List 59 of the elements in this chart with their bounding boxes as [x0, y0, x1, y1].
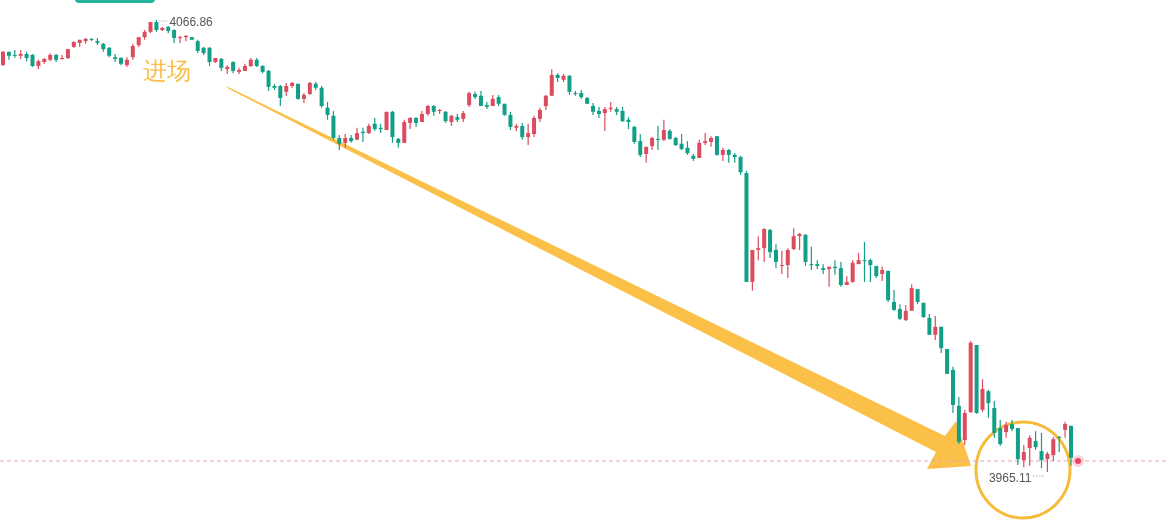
candlestick: [998, 419, 1003, 447]
candlestick: [567, 74, 572, 96]
candlestick: [508, 111, 513, 131]
annotation: 4066.86: [169, 15, 214, 29]
candlestick: [1051, 436, 1056, 462]
candlestick: [207, 46, 212, 67]
candlestick: [349, 134, 354, 144]
candlestick: [1009, 419, 1014, 432]
candlestick: [980, 378, 985, 413]
candlestick: [933, 315, 938, 341]
candlestick: [986, 389, 991, 419]
candlestick: [714, 135, 719, 157]
candlestick: [661, 119, 666, 142]
candlestick: [891, 289, 896, 312]
candlestick: [773, 243, 778, 269]
candlestick: [697, 139, 702, 159]
candlestick: [1027, 434, 1032, 467]
candlestick: [60, 54, 65, 61]
candlestick: [862, 241, 867, 283]
candlestick: [709, 135, 714, 148]
annotation: 进场: [143, 57, 191, 84]
candlestick: [779, 250, 784, 275]
candlestick: [738, 155, 743, 176]
candlestick: [1039, 432, 1044, 469]
candlestick: [549, 68, 554, 97]
candlestick: [526, 123, 531, 146]
candlestick: [178, 35, 183, 44]
candlestick: [1063, 421, 1068, 439]
candlestick: [301, 92, 306, 104]
candlestick: [1021, 444, 1026, 468]
candlestick: [809, 246, 814, 271]
candlestick: [113, 53, 118, 63]
candlestick: [319, 85, 324, 109]
candlestick: [331, 110, 336, 141]
candlestick: [868, 258, 873, 283]
annotation: 3965.11: [988, 471, 1032, 485]
candlestick: [596, 106, 601, 119]
candlestick: [278, 84, 283, 107]
candlestick: [532, 115, 537, 138]
candlestick: [408, 116, 413, 130]
candlestick: [785, 247, 790, 279]
candlestick: [655, 125, 660, 151]
candlestick: [762, 227, 767, 263]
candlestick: [1033, 430, 1038, 451]
candlestick: [638, 133, 643, 158]
candlestick: [927, 313, 932, 336]
candlestick: [1045, 451, 1050, 473]
candlestick: [909, 283, 914, 312]
candlestick: [791, 227, 796, 251]
candlestick: [850, 259, 855, 284]
candlestick: [720, 147, 725, 162]
candlestick: [756, 235, 761, 261]
candlestick: [1004, 421, 1009, 439]
candlestick: [602, 106, 607, 132]
candlestick: [237, 67, 242, 75]
candlestick: [838, 261, 843, 288]
candlestick: [939, 326, 944, 354]
candlestick: [402, 119, 407, 144]
candlestick: [768, 228, 773, 259]
